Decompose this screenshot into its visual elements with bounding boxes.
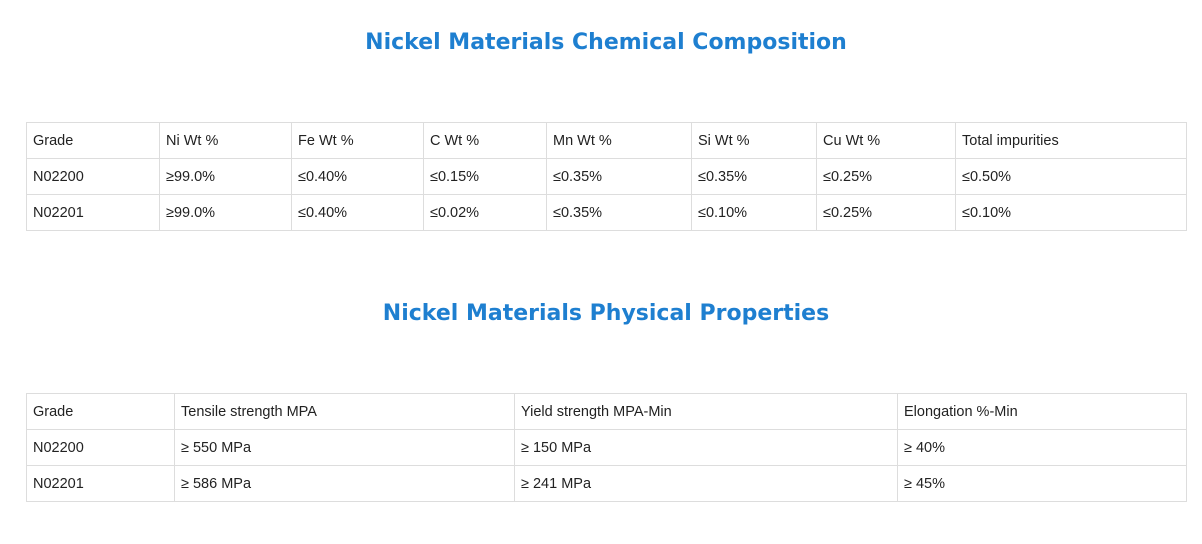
table-cell: N02201	[26, 465, 175, 502]
column-header-elongation: Elongation %-Min	[897, 393, 1187, 430]
table-cell: ≥99.0%	[159, 194, 292, 231]
column-header-cu: Cu Wt %	[816, 122, 956, 159]
chemical-composition-title: Nickel Materials Chemical Composition	[365, 30, 847, 55]
column-header-si: Si Wt %	[691, 122, 817, 159]
chemical-composition-table: Grade Ni Wt % Fe Wt % C Wt % Mn Wt % Si …	[26, 122, 1187, 231]
column-header-mn: Mn Wt %	[546, 122, 692, 159]
table-cell: ≤0.10%	[691, 194, 817, 231]
table-header-row: Grade Ni Wt % Fe Wt % C Wt % Mn Wt % Si …	[26, 122, 1187, 159]
table-row: N02200 ≥99.0% ≤0.40% ≤0.15% ≤0.35% ≤0.35…	[26, 158, 1187, 195]
column-header-fe: Fe Wt %	[291, 122, 424, 159]
table-cell: ≤0.02%	[423, 194, 547, 231]
table-cell: ≤0.35%	[546, 194, 692, 231]
table-header-row: Grade Tensile strength MPA Yield strengt…	[26, 393, 1187, 430]
table-row: N02201 ≥99.0% ≤0.40% ≤0.02% ≤0.35% ≤0.10…	[26, 194, 1187, 231]
table-cell: ≤0.15%	[423, 158, 547, 195]
table-cell: ≤0.35%	[691, 158, 817, 195]
table-cell: ≤0.50%	[955, 158, 1187, 195]
column-header-total-impurities: Total impurities	[955, 122, 1187, 159]
table-cell: ≥ 241 MPa	[514, 465, 898, 502]
column-header-tensile-strength: Tensile strength MPA	[174, 393, 515, 430]
physical-properties-table: Grade Tensile strength MPA Yield strengt…	[26, 393, 1187, 502]
table-row: N02201 ≥ 586 MPa ≥ 241 MPa ≥ 45%	[26, 465, 1187, 502]
column-header-grade: Grade	[26, 393, 175, 430]
table-cell: ≤0.35%	[546, 158, 692, 195]
table-cell: ≥99.0%	[159, 158, 292, 195]
table-cell: ≥ 586 MPa	[174, 465, 515, 502]
table-cell: N02200	[26, 158, 160, 195]
table-cell: ≤0.40%	[291, 158, 424, 195]
table-cell: ≥ 45%	[897, 465, 1187, 502]
column-header-ni: Ni Wt %	[159, 122, 292, 159]
physical-properties-title: Nickel Materials Physical Properties	[382, 301, 830, 326]
table-cell: N02200	[26, 429, 175, 466]
table-cell: ≥ 550 MPa	[174, 429, 515, 466]
table-cell: ≤0.40%	[291, 194, 424, 231]
table-cell: ≤0.25%	[816, 194, 956, 231]
table-cell: ≤0.25%	[816, 158, 956, 195]
table-row: N02200 ≥ 550 MPa ≥ 150 MPa ≥ 40%	[26, 429, 1187, 466]
column-header-grade: Grade	[26, 122, 160, 159]
table-cell: ≥ 150 MPa	[514, 429, 898, 466]
table-cell: N02201	[26, 194, 160, 231]
table-cell: ≤0.10%	[955, 194, 1187, 231]
column-header-yield-strength: Yield strength MPA-Min	[514, 393, 898, 430]
table-cell: ≥ 40%	[897, 429, 1187, 466]
column-header-c: C Wt %	[423, 122, 547, 159]
